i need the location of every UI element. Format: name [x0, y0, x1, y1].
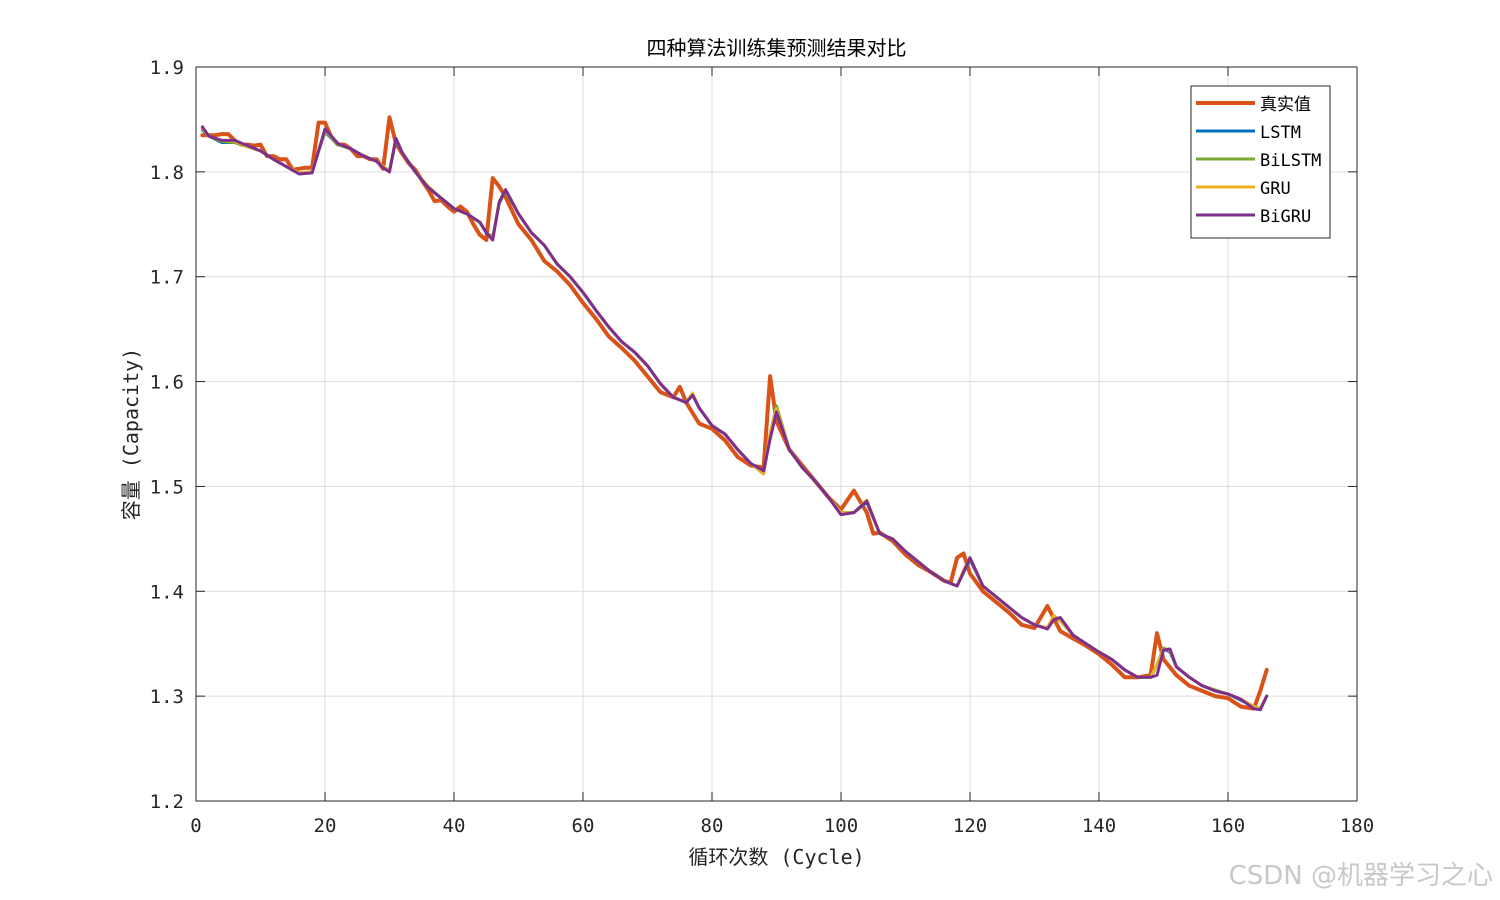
- ticks: [195, 66, 1358, 802]
- x-tick-labels: 0 20 40 60 80 100 120 140 160 180: [190, 815, 1374, 837]
- x-tick-label: 80: [701, 815, 724, 837]
- y-tick-label: 1.5: [150, 476, 184, 498]
- legend-box: [1190, 85, 1331, 239]
- series-line-0: [200, 115, 1269, 711]
- x-tick-label: 180: [1340, 815, 1374, 837]
- watermark: CSDN @机器学习之心: [1229, 861, 1493, 891]
- x-tick-label: 140: [1082, 815, 1116, 837]
- x-tick-label: 160: [1211, 815, 1245, 837]
- grid: [196, 67, 1357, 801]
- legend-label-4: BiGRU: [1260, 207, 1311, 227]
- y-tick-label: 1.4: [150, 581, 184, 603]
- plot-frame: [195, 66, 1358, 802]
- y-tick-label: 1.2: [150, 791, 184, 813]
- y-tick-label: 1.7: [150, 267, 184, 289]
- series-line-2: [200, 127, 1269, 711]
- x-tick-label: 20: [314, 815, 337, 837]
- series-layer: [200, 115, 1269, 712]
- series-line-3: [200, 126, 1269, 711]
- legend-label-3: GRU: [1260, 179, 1291, 199]
- legend-label-1: LSTM: [1260, 123, 1301, 143]
- x-axis-title: 循环次数 (Cycle): [688, 845, 864, 869]
- y-tick-labels: 1.2 1.3 1.4 1.5 1.6 1.7 1.8 1.9: [150, 57, 184, 813]
- x-tick-label: 60: [572, 815, 595, 837]
- legend: 真实值 LSTM BiLSTM GRU BiGRU: [1190, 85, 1331, 239]
- x-tick-label: 40: [443, 815, 466, 837]
- x-tick-label: 100: [824, 815, 858, 837]
- y-tick-label: 1.3: [150, 686, 184, 708]
- chart-title: 四种算法训练集预测结果对比: [647, 36, 907, 60]
- y-tick-label: 1.8: [150, 162, 184, 184]
- y-tick-label: 1.9: [150, 57, 184, 79]
- legend-label-0: 真实值: [1260, 95, 1311, 115]
- series-line-1: [200, 128, 1269, 711]
- series-line-4: [200, 125, 1269, 712]
- x-tick-label: 120: [953, 815, 987, 837]
- y-axis-title: 容量 (Capacity): [119, 348, 143, 520]
- y-tick-label: 1.6: [150, 372, 184, 394]
- x-tick-label: 0: [190, 815, 201, 837]
- legend-label-2: BiLSTM: [1260, 151, 1321, 171]
